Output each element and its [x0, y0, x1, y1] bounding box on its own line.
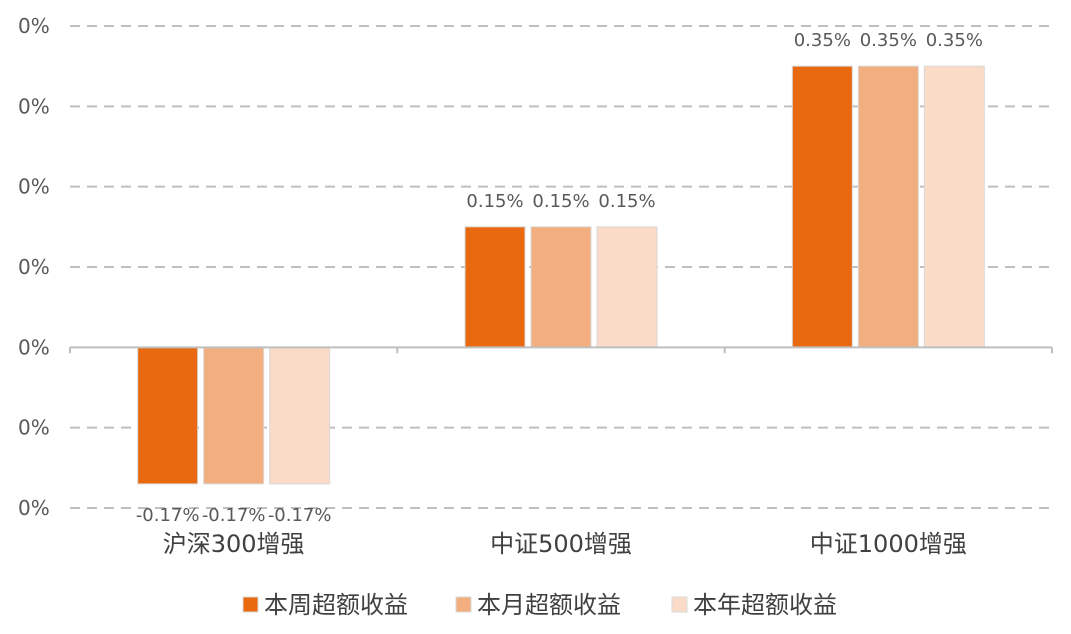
y-tick-label: 0%: [18, 14, 50, 38]
legend-label: 本月超额收益: [477, 591, 621, 619]
legend-label: 本年超额收益: [693, 591, 837, 619]
bar: [596, 226, 658, 348]
y-tick-label: 0%: [18, 496, 50, 520]
data-label: 0.15%: [466, 191, 523, 212]
data-label: 0.35%: [794, 30, 851, 51]
x-axis-labels: 沪深300增强 中证500增强 中证1000增强: [163, 530, 967, 558]
data-label: 0.35%: [926, 30, 983, 51]
data-label: 0.15%: [598, 191, 655, 212]
y-tick-label: 0%: [18, 94, 50, 118]
bars: [137, 65, 985, 485]
bar: [857, 65, 919, 348]
data-label: -0.17%: [268, 505, 332, 526]
data-labels: -0.17% -0.17% -0.17%0.15% 0.15% 0.15%0.35% 0.…: [136, 30, 983, 526]
data-label: -0.17%: [136, 505, 200, 526]
y-tick-label: 0%: [18, 255, 50, 279]
x-axis: [69, 346, 1053, 354]
bar: [203, 346, 265, 485]
legend-swatch: [455, 596, 472, 613]
bar: [923, 65, 985, 348]
x-tick-label: 中证500增强: [490, 530, 632, 558]
y-axis-ticks: 0% 0% 0% 0% 0% 0% 0%: [18, 14, 50, 520]
legend-swatch: [242, 596, 259, 613]
data-label: 0.15%: [532, 191, 589, 212]
data-label: 0.35%: [860, 30, 917, 51]
y-tick-label: 0%: [18, 335, 50, 359]
legend: 本周超额收益 本月超额收益 本年超额收益: [242, 591, 837, 619]
legend-swatch: [671, 596, 688, 613]
bar: [137, 346, 199, 485]
bar: [791, 65, 853, 348]
bar: [530, 226, 592, 348]
y-tick-label: 0%: [18, 416, 50, 440]
bar: [464, 226, 526, 348]
y-tick-label: 0%: [18, 175, 50, 199]
x-tick-label: 沪深300增强: [163, 530, 305, 558]
x-tick-label: 中证1000增强: [810, 530, 967, 558]
bar: [269, 346, 331, 485]
data-label: -0.17%: [202, 505, 266, 526]
legend-label: 本周超额收益: [264, 591, 408, 619]
